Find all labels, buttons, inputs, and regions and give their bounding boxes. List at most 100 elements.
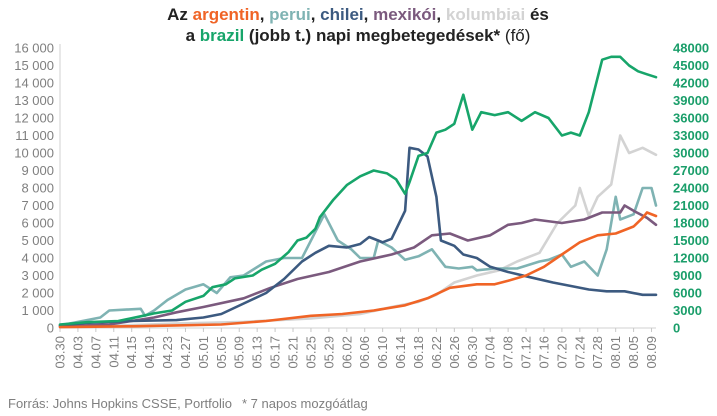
x-tick-label: 06.06 <box>357 336 372 369</box>
title-line1-segment: és <box>525 5 549 24</box>
x-tick-label: 05.17 <box>268 336 283 369</box>
x-tick-label: 05.09 <box>232 336 247 369</box>
left-tick-label: 9 000 <box>21 163 54 178</box>
x-tick-label: 04.19 <box>142 336 157 369</box>
title-line1-segment: , <box>436 5 445 24</box>
right-tick-label: 12000 <box>673 251 709 266</box>
x-tick-label: 04.11 <box>106 336 121 368</box>
x-tick-label: 04.23 <box>160 336 175 369</box>
title-line1: Az argentin, perui, chilei, mexikói, kol… <box>167 5 549 24</box>
x-tick-label: 06.14 <box>393 336 408 369</box>
left-tick-label: 1 000 <box>21 303 54 318</box>
right-y-axis: 0 3000 6000 9000 12000 15000 18000 21000 24000 27… <box>673 41 709 336</box>
series-line-brazil <box>58 55 658 326</box>
right-tick-label: 15000 <box>673 233 709 248</box>
x-tick-label: 05.25 <box>303 336 318 369</box>
title-line2-segment: a <box>186 26 200 45</box>
right-tick-label: 45000 <box>673 58 709 73</box>
left-tick-label: 16 000 <box>14 41 54 56</box>
x-tick-label: 03.30 <box>53 336 68 369</box>
left-tick-label: 10 000 <box>14 146 54 161</box>
x-tick-label: 05.05 <box>214 336 229 369</box>
x-tick-label: 07.24 <box>572 336 587 369</box>
title-line1-segment: , <box>311 5 320 24</box>
series-line-argentin <box>58 211 658 329</box>
title-line1-segment: chilei <box>320 5 363 24</box>
right-tick-label: 3000 <box>673 303 702 318</box>
title-line2-segment: (fő) <box>505 26 531 45</box>
title-line1-segment: mexikói <box>373 5 436 24</box>
x-tick-label: 05.13 <box>250 336 265 369</box>
series-line-perui <box>58 186 658 327</box>
x-tick-label: 04.07 <box>88 336 103 369</box>
x-tick-label: 06.18 <box>411 336 426 369</box>
right-tick-label: 30000 <box>673 146 709 161</box>
title-line2-segment: brazil <box>200 26 244 45</box>
title-line1-segment: Az <box>167 5 193 24</box>
x-tick-label: 08.05 <box>626 336 641 369</box>
x-tick-label: 06.30 <box>465 336 480 369</box>
x-tick-label: 07.04 <box>483 336 498 369</box>
x-tick-label: 04.03 <box>70 336 85 369</box>
left-tick-label: 14 000 <box>14 76 54 91</box>
x-tick-label: 06.26 <box>447 336 462 369</box>
left-tick-label: 2 000 <box>21 286 54 301</box>
x-axis: 03.30 04.03 04.07 04.11 04.15 04.19 04.23 04.27… <box>53 327 659 369</box>
x-tick-label: 05.29 <box>321 336 336 369</box>
x-tick-label: 06.22 <box>429 336 444 369</box>
x-tick-label: 05.01 <box>196 336 211 369</box>
x-tick-label: 04.27 <box>178 336 193 369</box>
x-tick-label: 07.20 <box>554 336 569 369</box>
left-tick-label: 7 000 <box>21 198 54 213</box>
right-tick-label: 9000 <box>673 268 702 283</box>
left-tick-label: 6 000 <box>21 216 54 231</box>
right-tick-label: 36000 <box>673 111 709 126</box>
source-note: Forrás: Johns Hopkins CSSE, Portfolio * 7… <box>8 396 378 411</box>
left-tick-label: 0 <box>47 321 54 336</box>
x-tick-label: 08.09 <box>644 336 659 369</box>
left-tick-label: 11 000 <box>15 128 54 143</box>
left-tick-label: 13 000 <box>14 93 54 108</box>
right-tick-label: 27000 <box>673 163 709 178</box>
series-line-chilei <box>58 146 658 327</box>
chart-title: Az argentin, perui, chilei, mexikói, kol… <box>167 5 549 45</box>
right-tick-label: 42000 <box>673 76 709 91</box>
right-tick-label: 24000 <box>673 181 709 196</box>
left-tick-label: 15 000 <box>14 58 54 73</box>
right-tick-label: 6000 <box>673 286 702 301</box>
footnote-text: * 7 napos mozgóátlag <box>241 396 368 411</box>
x-tick-label: 06.02 <box>339 336 354 369</box>
left-y-axis: 0 1 000 2 000 3 000 4 000 5 000 6 000 7 000 8 00… <box>14 41 61 336</box>
x-tick-label: 06.10 <box>375 336 390 369</box>
series-line-kolumbiai <box>58 134 658 328</box>
title-line1-segment: , <box>260 5 269 24</box>
x-tick-label: 07.08 <box>501 336 516 369</box>
right-tick-label: 33000 <box>673 128 709 143</box>
series-line-mexikoi <box>58 204 658 328</box>
x-tick-label: 07.12 <box>519 336 534 369</box>
left-tick-label: 3 000 <box>21 268 54 283</box>
title-line1-segment: , <box>364 5 373 24</box>
right-tick-label: 18000 <box>673 216 709 231</box>
right-tick-label: 0 <box>673 321 680 336</box>
left-tick-label: 4 000 <box>21 251 54 266</box>
right-tick-label: 39000 <box>673 93 709 108</box>
x-tick-label: 07.28 <box>590 336 605 369</box>
right-tick-label: 48000 <box>673 41 709 56</box>
x-tick-label: 04.15 <box>124 336 139 369</box>
title-line1-segment: perui <box>269 5 311 24</box>
series-lines <box>58 55 658 329</box>
title-line2-segment: (jobb t.) napi megbetegedések* <box>244 26 505 45</box>
title-line1-segment: kolumbiai <box>446 5 525 24</box>
x-tick-label: 07.16 <box>536 336 551 369</box>
title-line1-segment: argentin <box>193 5 260 24</box>
left-tick-label: 5 000 <box>21 233 54 248</box>
x-tick-label: 08.01 <box>608 336 623 369</box>
left-tick-label: 12 000 <box>14 111 54 126</box>
left-tick-label: 8 000 <box>21 181 54 196</box>
source-text: Forrás: Johns Hopkins CSSE, Portfolio <box>8 396 232 411</box>
title-line2: a brazil (jobb t.) napi megbetegedések* … <box>186 26 531 45</box>
right-tick-label: 21000 <box>673 198 709 213</box>
x-tick-label: 05.21 <box>286 336 301 369</box>
